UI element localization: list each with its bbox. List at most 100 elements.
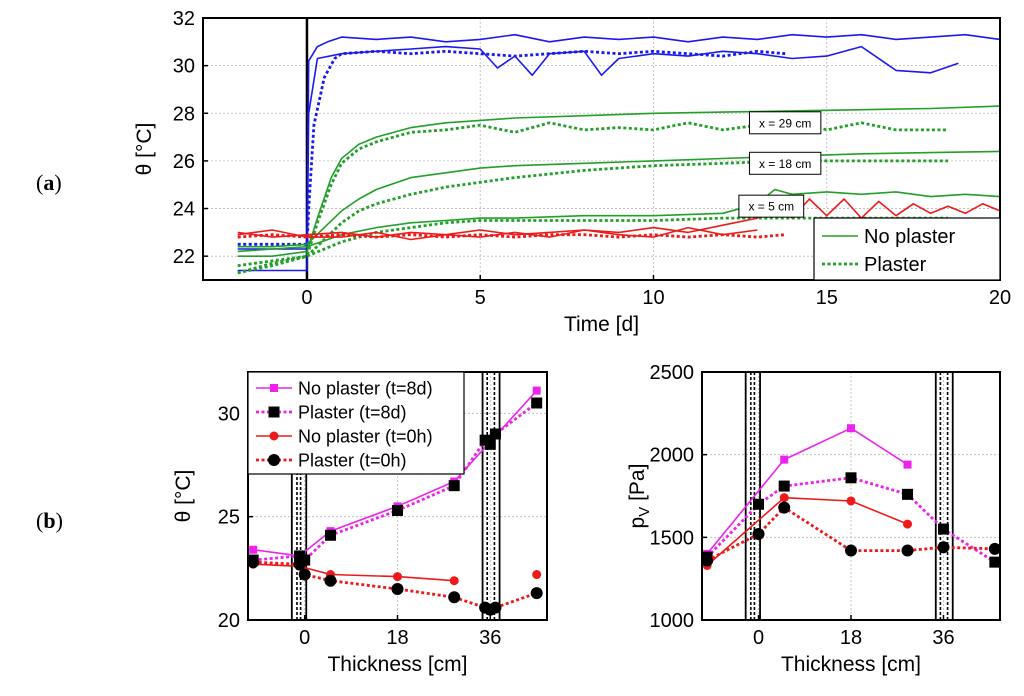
- data-point: [752, 528, 765, 541]
- legend-label: No plaster (t=8d): [298, 378, 433, 398]
- legend: No plaster Plaster: [813, 217, 1001, 281]
- y-tick-label: 26: [173, 151, 195, 173]
- data-point: [324, 529, 336, 541]
- legend-label: Plaster (t=8d): [298, 402, 407, 422]
- chart-top: 0 5 10 15 20 22 24 26 28 30 32 Time [d] θ [°C] x = 29…: [133, 8, 1011, 336]
- series-line: [237, 33, 1000, 250]
- data-point: [448, 591, 461, 604]
- data-point: [532, 570, 542, 580]
- data-point: [937, 523, 949, 535]
- x-tick-label: 0: [753, 627, 764, 649]
- data-point: [248, 556, 260, 569]
- annotation-text: x = 18 cm: [759, 157, 811, 171]
- y-tick-label: 1500: [650, 527, 695, 549]
- x-tick-label: 18: [840, 627, 862, 649]
- data-point: [753, 498, 765, 510]
- data-point: [293, 558, 306, 571]
- data-point: [846, 496, 856, 506]
- legend: No plaster (t=8d) Plaster (t=8d) No plaste…: [247, 371, 465, 475]
- series-line: [237, 216, 948, 275]
- x-axis-label: Thickness [cm]: [781, 653, 921, 676]
- data-point: [845, 544, 857, 557]
- series-line: [706, 496, 908, 567]
- panel-label-b: (b): [36, 508, 63, 533]
- data-point: [988, 542, 1000, 555]
- data-point: [489, 428, 501, 440]
- data-point: [989, 556, 1000, 568]
- data-point: [847, 424, 855, 433]
- y-axis-label: θ [°C]: [172, 470, 195, 523]
- x-tick-label: 0: [299, 627, 310, 649]
- x-tick-label: 20: [989, 287, 1011, 309]
- series-group: [702, 424, 1000, 570]
- data-point: [393, 572, 402, 582]
- data-point: [298, 568, 311, 581]
- legend-marker: [270, 384, 278, 392]
- x-tick-label: 0: [301, 287, 312, 309]
- y-tick-label: 32: [173, 8, 195, 30]
- y-tick-label: 2500: [650, 362, 695, 384]
- x-tick-label: 18: [386, 627, 408, 649]
- series-line: [237, 198, 1000, 238]
- data-point: [489, 601, 502, 614]
- data-point: [448, 480, 460, 492]
- y-tick-label: 2000: [650, 445, 695, 467]
- data-point: [901, 544, 914, 557]
- data-point: [845, 472, 857, 484]
- series-line: [237, 49, 786, 246]
- data-point: [903, 460, 912, 469]
- series-group: [248, 386, 543, 616]
- data-point: [937, 541, 950, 554]
- annotation-box: [748, 151, 822, 175]
- data-point: [484, 438, 496, 450]
- legend-box: [813, 217, 1001, 281]
- x-axis-label: Thickness [cm]: [327, 653, 467, 676]
- annotation-box: [738, 194, 805, 218]
- series-line: [253, 390, 538, 557]
- legend-label: No plaster: [864, 226, 955, 248]
- legend-label: Plaster: [864, 254, 927, 276]
- plot-frame: [202, 17, 1001, 281]
- legend-marker: [268, 406, 280, 418]
- series-line: [706, 427, 908, 555]
- legend-box: [247, 371, 465, 475]
- data-point: [780, 455, 789, 464]
- series-line: [237, 105, 1000, 258]
- data-point: [249, 545, 258, 554]
- data-point: [778, 480, 790, 492]
- y-tick-label: 30: [173, 56, 195, 78]
- data-point: [449, 576, 459, 586]
- y-axis-label: θ [°C]: [133, 123, 156, 176]
- y-tick-label: 24: [173, 199, 195, 221]
- y-tick-label: 25: [218, 507, 240, 529]
- data-point: [702, 554, 714, 567]
- legend-marker: [268, 454, 280, 466]
- data-point: [779, 493, 789, 503]
- series-line: [237, 188, 1000, 253]
- annotation-text: x = 29 cm: [759, 116, 811, 130]
- x-tick-label: 10: [642, 287, 664, 309]
- data-point: [391, 583, 404, 595]
- data-point: [392, 504, 403, 516]
- y-axis-label: pV [Pa]: [626, 464, 653, 529]
- data-point: [532, 386, 541, 395]
- y-tick-label: 22: [173, 246, 195, 268]
- annotation-text: x = 5 cm: [748, 200, 794, 214]
- y-tick-label: 30: [218, 403, 240, 425]
- data-point: [530, 587, 543, 600]
- x-tick-label: 36: [479, 627, 501, 649]
- data-point: [324, 574, 337, 587]
- x-tick-label: 5: [475, 287, 486, 309]
- annotation-box: [748, 111, 822, 135]
- legend-label: No plaster (t=0h): [298, 426, 433, 446]
- data-point: [902, 488, 914, 500]
- series-line: [237, 45, 959, 272]
- data-point: [778, 501, 791, 514]
- series-line: [237, 233, 786, 239]
- y-tick-label: 28: [173, 103, 195, 125]
- legend-label: Plaster (t=0h): [298, 450, 407, 470]
- x-tick-label: 15: [816, 287, 838, 309]
- series-line: [237, 226, 758, 241]
- series-line: [253, 563, 455, 582]
